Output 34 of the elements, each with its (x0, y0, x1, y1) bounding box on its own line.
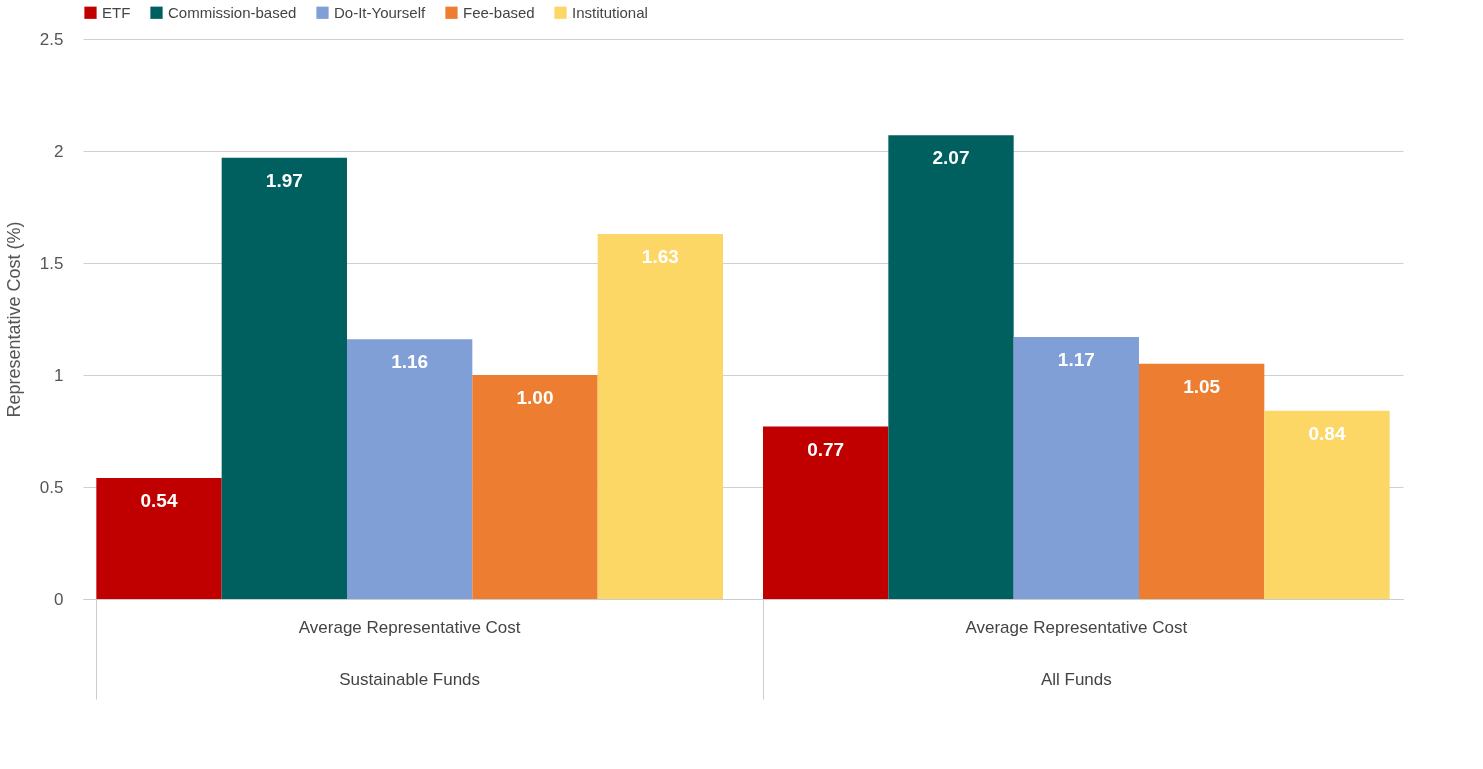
legend-label: Do-It-Yourself (334, 3, 426, 21)
data-label: 1.00 (516, 387, 554, 408)
y-tick-label: 0 (54, 589, 64, 609)
bar (597, 233, 723, 599)
y-tick-label: 2 (54, 141, 64, 161)
legend-label: Institutional (572, 3, 648, 21)
bar (221, 157, 347, 599)
legend-label: ETF (102, 3, 131, 21)
bar (1013, 336, 1139, 599)
y-tick-label: 0.5 (39, 477, 64, 497)
data-label: 1.97 (265, 169, 303, 191)
y-axis-title: Representative Cost (%) (3, 221, 24, 418)
bar (347, 339, 473, 599)
y-tick-label: 2.5 (39, 29, 64, 49)
category-label: Average Representative Cost All Funds (965, 617, 1188, 689)
legend-label: Commission-based (168, 3, 297, 21)
data-label: 1.05 (1183, 375, 1221, 397)
bar (1139, 363, 1265, 599)
data-label: 0.54 (140, 490, 178, 512)
data-label: 0.77 (807, 438, 845, 460)
data-label: 0.84 (1308, 422, 1346, 444)
data-label: 1.17 (1057, 348, 1095, 370)
data-label: 1.63 (641, 245, 679, 267)
bar (96, 478, 222, 599)
y-tick-label: 1.5 (39, 253, 64, 273)
data-label: 1.16 (391, 351, 429, 373)
category-label: Average Representative Cost Sustainable Funds (298, 617, 521, 689)
bar (472, 375, 598, 599)
bar (1264, 410, 1390, 599)
y-tick-label: 1 (54, 365, 64, 385)
data-label: 2.07 (932, 147, 970, 169)
bar (888, 135, 1014, 599)
legend-label: Fee-based (463, 3, 535, 21)
bar (763, 426, 889, 599)
